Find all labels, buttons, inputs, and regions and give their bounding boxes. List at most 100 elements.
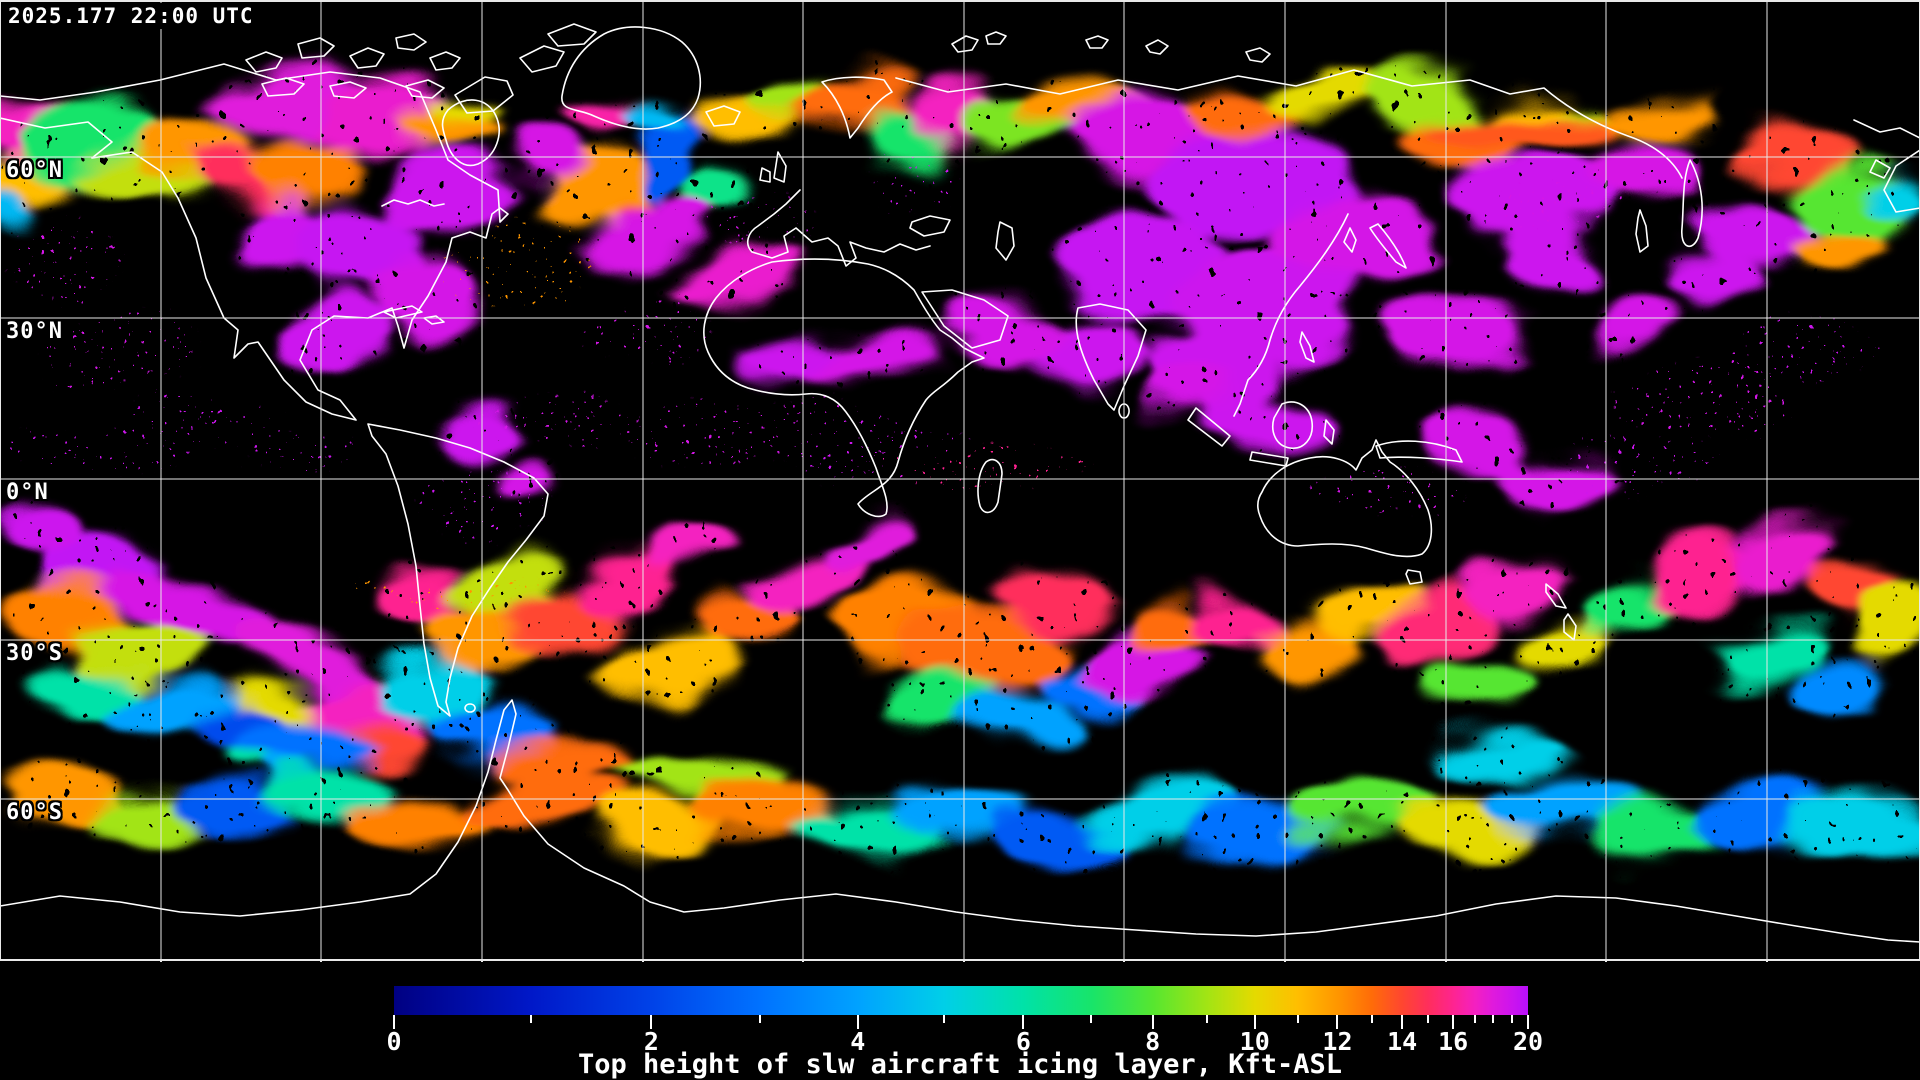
coastline-arabia — [921, 289, 1009, 349]
icing-region — [35, 316, 205, 388]
icing-region — [490, 742, 630, 782]
coastline-great-lakes — [381, 199, 445, 207]
icing-region — [1430, 107, 1610, 143]
icing-region — [1027, 319, 1143, 385]
colorbar-gradient — [394, 986, 1528, 1015]
icing-region — [1745, 138, 1855, 182]
icing-region — [30, 659, 150, 711]
icing-region — [370, 660, 490, 720]
coastline-india — [1075, 303, 1147, 419]
colorbar-tick — [393, 1015, 395, 1029]
icing-region — [1700, 205, 1820, 265]
colorbar-tick — [1473, 1015, 1476, 1023]
icing-region — [230, 725, 370, 765]
colorbar-tick-label: 20 — [1512, 1027, 1544, 1056]
graticule — [0, 0, 1920, 962]
icing-region — [485, 394, 635, 450]
icing-region — [1170, 83, 1300, 127]
icing-region — [875, 447, 1095, 483]
colorbar-tick — [1336, 1015, 1339, 1029]
coastline-north-america — [0, 63, 509, 421]
icing-region — [1570, 438, 1710, 486]
colorbar-tick — [1370, 1015, 1373, 1023]
icing-region — [1733, 510, 1837, 586]
icing-region — [15, 587, 125, 643]
colorbar-tick-label: 2 — [643, 1027, 659, 1056]
coastline-africa — [703, 258, 985, 518]
coastline-east-asia — [1233, 213, 1349, 417]
icing-region — [915, 612, 1065, 688]
coastline-british-isles — [759, 151, 787, 183]
coastline-caspian-sea — [995, 221, 1015, 261]
colorbar-tick-label: 6 — [1015, 1027, 1031, 1056]
coastline-iceland — [705, 105, 741, 127]
icing-region — [1285, 192, 1425, 288]
coastline-new-zealand — [1545, 583, 1577, 641]
colorbar-tick — [1511, 1015, 1514, 1023]
colorbar-tick — [1401, 1015, 1404, 1029]
colorbar-tick — [1253, 1015, 1256, 1029]
icing-region — [390, 116, 510, 144]
colorbar-tick — [1452, 1015, 1455, 1029]
coastline-svalbard — [951, 31, 1271, 63]
icing-region — [1160, 120, 1350, 230]
icing-region — [0, 230, 120, 290]
colorbar-tick — [530, 1015, 533, 1023]
icing-region — [1730, 320, 1880, 384]
icing-region — [1420, 664, 1540, 716]
colorbar-tick-label: 16 — [1438, 1027, 1469, 1056]
coastline-kamchatka — [1635, 159, 1703, 253]
colorbar-tick — [1427, 1015, 1430, 1023]
icing-region — [348, 796, 492, 848]
latitude-label: 30°N — [6, 319, 63, 344]
icing-region — [420, 704, 560, 756]
icing-region — [1790, 662, 1900, 714]
latitude-label: 60°N — [6, 158, 63, 183]
icing-region — [268, 766, 392, 818]
icing-region — [639, 112, 701, 212]
icing-region — [850, 158, 960, 206]
icing-region — [390, 148, 510, 232]
icing-region — [88, 796, 212, 848]
icing-region — [515, 130, 575, 190]
icing-region — [1653, 532, 1757, 608]
icing-region — [282, 299, 378, 365]
coastline-bering — [1853, 119, 1920, 213]
colorbar-tick — [1206, 1015, 1209, 1023]
latitude-label: 60°S — [6, 800, 63, 825]
coastline-antarctica — [0, 699, 1920, 943]
latitude-label: 30°S — [6, 641, 63, 666]
colorbar-tick — [1151, 1015, 1154, 1029]
coastline-caribbean — [383, 305, 445, 325]
icing-region — [1587, 300, 1663, 344]
icing-region — [1427, 414, 1537, 470]
colorbar-tick — [942, 1015, 945, 1023]
icing-region — [235, 432, 365, 472]
colorbar-tick — [1491, 1015, 1494, 1023]
coastline-madagascar — [977, 458, 1003, 514]
icing-region — [1590, 100, 1730, 136]
colorbar-tick-label: 12 — [1322, 1027, 1353, 1056]
icing-region — [795, 83, 905, 127]
icing-region — [5, 495, 85, 555]
icing-region — [10, 426, 190, 474]
icing-region — [1515, 624, 1625, 676]
icing-region — [645, 519, 731, 571]
icing-region — [1657, 254, 1753, 310]
icing-region — [1495, 174, 1625, 230]
icing-region — [1270, 70, 1380, 114]
icing-region — [1504, 234, 1600, 290]
icing-region — [605, 635, 725, 695]
icing-region — [1200, 394, 1330, 450]
icing-region — [1457, 557, 1563, 623]
icing-region — [0, 192, 43, 218]
colorbar-tick — [1022, 1015, 1025, 1029]
colorbar-tick-label: 14 — [1387, 1027, 1418, 1056]
icing-region — [578, 806, 722, 858]
icing-region — [1788, 806, 1920, 858]
icing-region — [700, 193, 820, 237]
colorbar-tick — [1527, 1015, 1529, 1029]
icing-region — [580, 308, 710, 356]
icing-region — [1185, 587, 1275, 643]
colorbar-tick-label: 10 — [1239, 1027, 1270, 1056]
